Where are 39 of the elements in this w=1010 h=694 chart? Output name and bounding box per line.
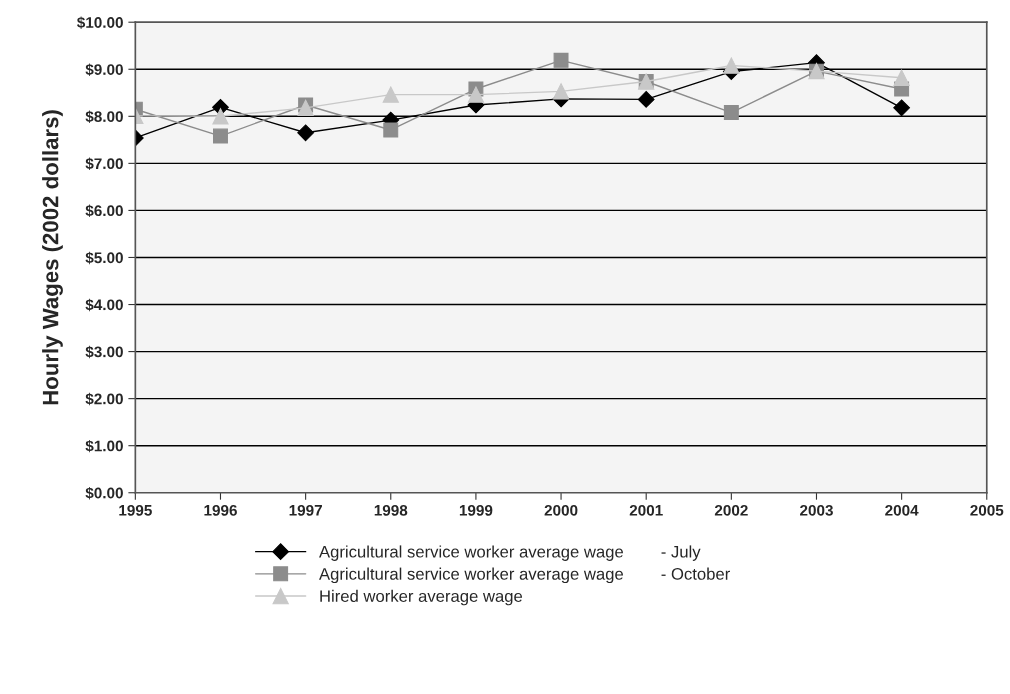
x-tick-label: 2002 [714, 504, 748, 516]
point [723, 57, 740, 74]
point [213, 128, 228, 144]
point [893, 69, 910, 86]
y-tick-label: $10.00 [77, 16, 123, 29]
point [382, 86, 399, 103]
point [553, 52, 569, 68]
y-tick-label: $1.00 [85, 439, 123, 453]
point [467, 86, 485, 103]
y-tick-label: $3.00 [85, 345, 123, 359]
x-tick-label: 1999 [459, 504, 493, 516]
y-tick-label: $7.00 [85, 157, 123, 171]
y-tick-label: $6.00 [85, 204, 123, 218]
point [893, 99, 910, 117]
legend-label: Agricultural service worker average wage - October [319, 567, 730, 584]
y-tick-label: $8.00 [85, 110, 123, 123]
y-tick-label: $2.00 [85, 392, 123, 406]
x-tick-label: 1997 [289, 504, 322, 516]
y-tick-label: $5.00 [85, 251, 123, 265]
y-axis-title: Hourly Wages (2002 dollars) [42, 110, 63, 405]
x-tick-label: 2001 [629, 504, 663, 516]
x-tick-label: 2004 [885, 504, 919, 516]
x-tick-label: 1996 [204, 504, 237, 516]
legend-label: Agricultural service worker average wage - July [319, 545, 701, 561]
point [637, 91, 655, 108]
y-tick-label: $0.00 [85, 486, 123, 500]
x-tick-label: 1998 [374, 504, 408, 516]
point [383, 122, 399, 138]
x-tick-label: 1995 [119, 504, 152, 516]
x-tick-label: 2003 [800, 504, 833, 516]
y-tick-label: $4.00 [85, 298, 123, 312]
point [552, 83, 570, 100]
y-tick-label: $9.00 [85, 63, 123, 76]
point [723, 105, 739, 121]
point [212, 108, 229, 125]
x-tick-label: 2005 [970, 504, 1004, 516]
x-tick-label: 2000 [544, 504, 578, 516]
legend-label: Hired worker average wage [320, 589, 523, 606]
point [297, 124, 314, 142]
